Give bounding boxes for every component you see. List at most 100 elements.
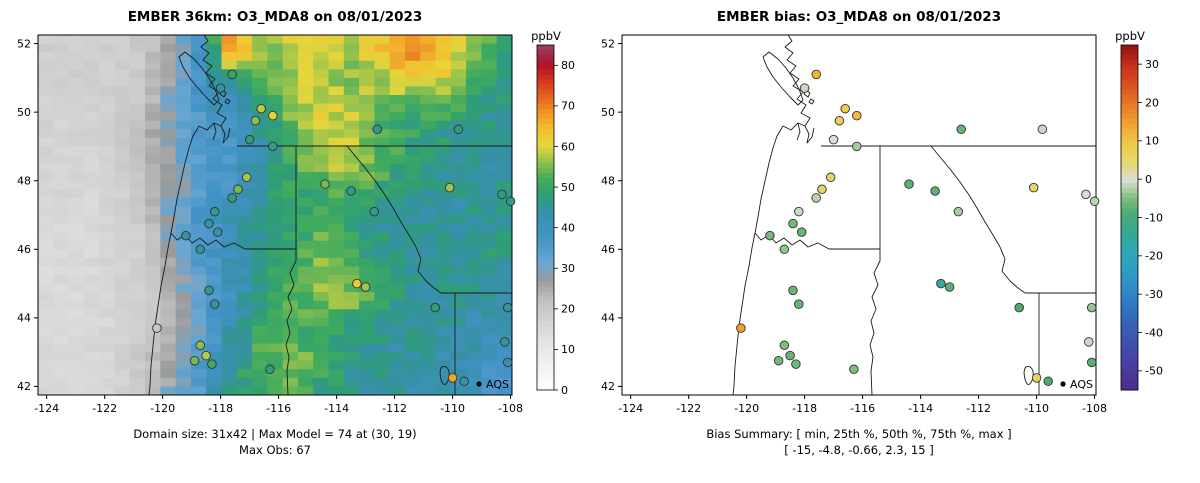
left-aqs-legend-label: AQS: [486, 378, 509, 391]
station-marker: [369, 206, 380, 217]
station-marker: [794, 299, 804, 309]
colorbar-tick-label: 20: [1145, 96, 1159, 109]
y-axis-tick-label: 50: [601, 106, 615, 119]
colorbar-tick-label: 10: [1145, 135, 1159, 148]
x-axis-tick-label: -116: [266, 402, 291, 415]
left-plot-frame: [37, 34, 513, 396]
station-marker: [852, 110, 862, 121]
x-axis-tick-label: -124: [34, 402, 59, 415]
x-axis-tick-label: -120: [734, 402, 759, 415]
right-caption-line2: [ -15, -4.8, -0.66, 2.3, 15 ]: [784, 443, 933, 457]
y-axis-tick-label: 50: [17, 106, 31, 119]
station-marker: [201, 350, 211, 361]
x-axis-tick-label: -120: [150, 402, 175, 415]
station-marker: [268, 141, 278, 152]
station-marker: [794, 206, 804, 217]
left-panel-title: EMBER 36km: O3_MDA8 on 08/01/2023: [128, 9, 423, 25]
right-plot-frame: [621, 34, 1097, 396]
station-marker: [840, 103, 850, 114]
station-marker: [459, 376, 469, 387]
y-axis-tick-label: 46: [601, 243, 615, 256]
station-marker: [268, 110, 278, 121]
station-marker: [500, 337, 510, 347]
station-marker: [215, 83, 226, 93]
x-axis-tick-label: -112: [382, 402, 407, 415]
station-marker: [1086, 357, 1097, 368]
colorbar-tick-label: 30: [1145, 58, 1159, 71]
station-marker: [227, 193, 237, 203]
station-marker: [1089, 196, 1100, 207]
station-marker: [444, 182, 455, 193]
colorbar-tick-label: 70: [561, 100, 575, 113]
station-marker: [834, 115, 845, 126]
station-marker: [204, 285, 214, 296]
right-colorbar: -50 -40 -30 -20 -10 0 10 20 30: [1120, 44, 1163, 391]
colorbar-tick-label: 40: [561, 221, 575, 234]
left-station-markers: [152, 69, 516, 387]
colorbar-tick-label: 0: [561, 384, 568, 397]
x-axis-tick-label: -114: [908, 402, 933, 415]
station-marker: [1014, 302, 1024, 313]
y-axis-tick-label: 46: [17, 243, 31, 256]
y-axis-tick-label: 52: [17, 37, 31, 50]
station-marker: [1043, 376, 1053, 387]
x-axis-tick-label: -116: [850, 402, 875, 415]
left-caption-line1: Domain size: 31x42 | Max Model = 74 at (…: [133, 427, 416, 441]
x-axis-tick-label: -118: [208, 402, 233, 415]
station-marker: [227, 69, 237, 80]
station-marker: [788, 285, 798, 296]
x-axis-tick-label: -108: [1082, 402, 1107, 415]
station-marker: [779, 244, 790, 255]
station-marker: [233, 184, 243, 195]
station-marker: [250, 115, 261, 126]
station-marker: [799, 83, 810, 93]
x-axis-tick-label: -110: [440, 402, 465, 415]
station-marker: [502, 357, 513, 368]
model-raster: [38, 35, 513, 396]
station-marker: [852, 141, 862, 152]
x-axis-tick-label: -110: [1024, 402, 1049, 415]
station-marker: [736, 323, 746, 333]
x-axis-tick-label: -122: [676, 402, 701, 415]
left-aqs-legend-dot: [476, 381, 482, 387]
station-marker: [505, 196, 516, 207]
station-marker: [210, 299, 220, 309]
station-marker: [953, 206, 964, 217]
station-marker: [779, 340, 790, 351]
station-marker: [817, 184, 827, 195]
station-marker: [930, 186, 940, 196]
station-marker: [195, 244, 206, 255]
station-marker: [811, 69, 821, 80]
x-axis-tick-label: -108: [498, 402, 523, 415]
station-marker: [811, 193, 821, 203]
colorbar-tick-label: -50: [1145, 365, 1163, 378]
station-marker: [1081, 189, 1091, 200]
right-aqs-legend-label: AQS: [1070, 378, 1093, 391]
station-marker: [372, 124, 382, 135]
station-marker: [189, 355, 200, 366]
x-axis-tick-label: -124: [618, 402, 643, 415]
station-marker: [1028, 182, 1039, 193]
y-axis-tick-label: 52: [601, 37, 615, 50]
station-marker: [502, 302, 513, 313]
station-marker: [256, 103, 266, 114]
station-marker: [1037, 124, 1048, 135]
station-marker: [360, 282, 371, 292]
y-axis-tick-label: 42: [17, 380, 31, 393]
station-marker: [265, 364, 275, 375]
station-marker: [1031, 373, 1042, 383]
colorbar-tick-label: 20: [561, 303, 575, 316]
station-marker: [195, 340, 206, 351]
station-marker: [944, 282, 955, 292]
x-axis-tick-label: -118: [792, 402, 817, 415]
station-marker: [825, 172, 836, 183]
colorbar-tick-label: -40: [1145, 326, 1163, 339]
station-marker: [796, 227, 807, 237]
station-marker: [773, 355, 784, 366]
station-marker: [210, 206, 220, 217]
station-marker: [204, 218, 214, 229]
x-axis-tick-label: -112: [966, 402, 991, 415]
x-axis-tick-label: -122: [92, 402, 117, 415]
